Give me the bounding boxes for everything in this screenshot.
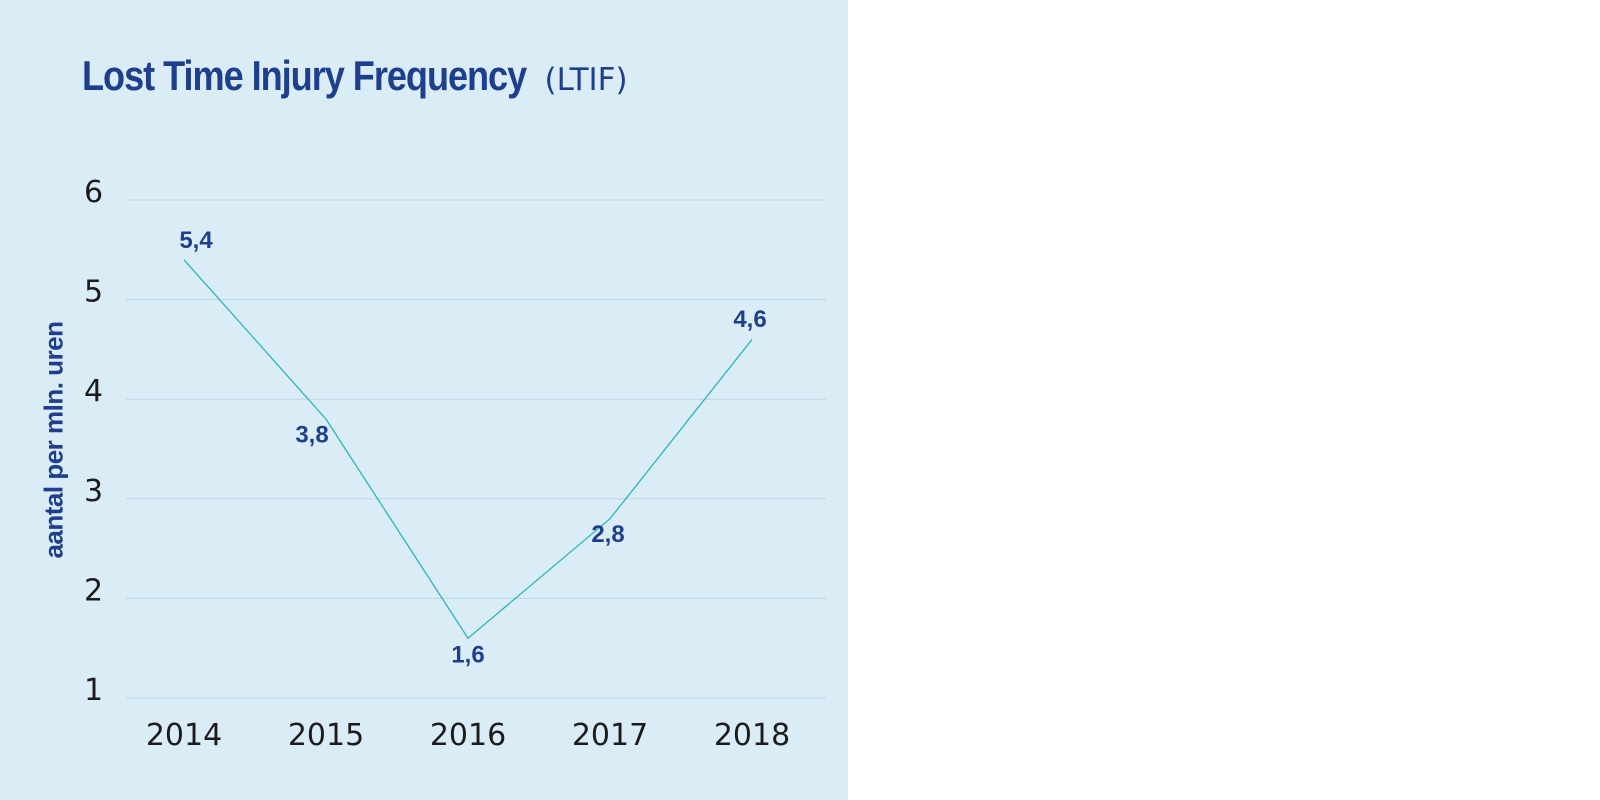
y-tick-label: 2: [84, 573, 103, 608]
data-label: 3,8: [295, 421, 328, 448]
data-label: 1,6: [451, 642, 484, 669]
data-label: 5,4: [179, 227, 213, 254]
x-tick-label: 2016: [430, 718, 506, 753]
series-line: [183, 259, 753, 640]
y-tick-label: 5: [84, 275, 103, 310]
chart-panel: Lost Time Injury Frequency (LTIF) aantal…: [0, 0, 848, 800]
series-group: [183, 259, 753, 640]
gridlines: [126, 199, 826, 699]
chart-title-main: Lost Time Injury Frequency: [82, 52, 527, 99]
y-tick-label: 6: [84, 175, 103, 210]
y-tick-label: 3: [84, 474, 103, 509]
x-axis-ticks: 2014 2015 2016 2017 2018: [146, 718, 790, 753]
y-tick-label: 4: [84, 374, 103, 409]
chart-subtitle: (LTIF): [544, 62, 628, 98]
data-labels: 5,4 3,8 1,6 2,8 4,6: [179, 227, 766, 668]
chart-title: Lost Time Injury Frequency (LTIF): [82, 52, 628, 100]
y-axis-ticks: 1 2 3 4 5 6: [84, 175, 103, 708]
x-tick-label: 2018: [714, 718, 790, 753]
line-chart: 1 2 3 4 5 6 2014 2015 2016 2017 2018 5,4 3,8 1,6 2,8…: [84, 175, 826, 753]
data-label: 2,8: [591, 521, 624, 548]
x-tick-label: 2017: [572, 718, 648, 753]
y-tick-label: 1: [84, 673, 103, 708]
x-tick-label: 2014: [146, 718, 222, 753]
data-label: 4,6: [733, 306, 766, 333]
x-tick-label: 2015: [288, 718, 364, 753]
